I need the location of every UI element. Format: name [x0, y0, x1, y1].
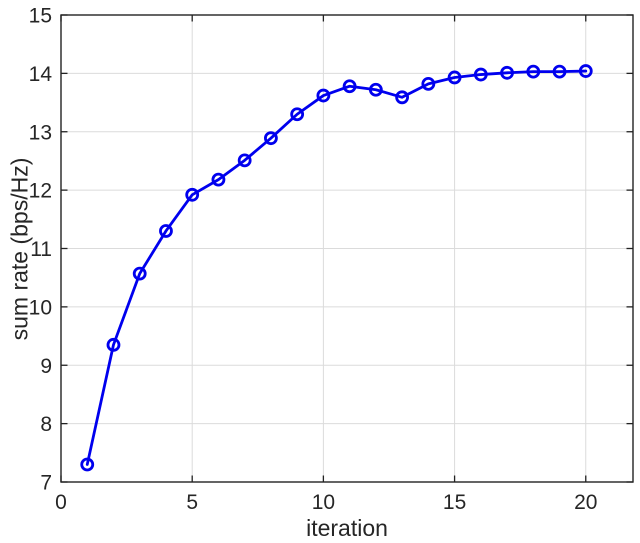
y-tick-label: 11 — [30, 238, 52, 261]
data-point-marker — [185, 187, 200, 202]
series-line — [85, 69, 588, 466]
data-point-marker — [106, 337, 121, 352]
y-tick-label: 8 — [40, 413, 52, 436]
x-axis-label: iteration — [306, 515, 388, 541]
y-tick-label: 9 — [40, 355, 52, 378]
data-point-marker — [342, 79, 357, 94]
x-tick-marks — [60, 15, 587, 482]
x-tick-label: 20 — [574, 491, 597, 514]
x-tick-labels: 0 5 10 15 20 — [55, 491, 597, 514]
y-tick-marks — [61, 14, 633, 483]
data-point-marker — [500, 65, 514, 80]
data-point-marker — [159, 224, 173, 238]
data-point-marker — [290, 107, 305, 122]
data-point-marker — [132, 266, 147, 281]
y-gridlines — [61, 14, 633, 483]
x-tick-label: 5 — [186, 491, 198, 514]
data-point-marker — [395, 90, 410, 105]
data-point-marker — [421, 76, 436, 91]
y-tick-label: 10 — [29, 296, 52, 319]
y-tick-label: 12 — [29, 180, 52, 203]
y-tick-label: 13 — [29, 121, 52, 144]
data-point-marker — [578, 64, 593, 78]
data-point-marker — [473, 67, 488, 82]
data-point-marker — [264, 131, 278, 146]
data-point-marker — [552, 64, 567, 79]
data-point-marker — [80, 457, 95, 472]
data-point-marker — [526, 64, 541, 79]
series — [85, 69, 588, 466]
data-point-marker — [447, 70, 462, 85]
series-markers — [80, 64, 593, 472]
y-tick-label: 7 — [40, 472, 52, 495]
data-point-marker — [211, 172, 226, 187]
data-point-marker — [368, 82, 383, 97]
x-tick-label: 15 — [443, 491, 466, 514]
x-tick-label: 10 — [312, 491, 335, 514]
data-point-marker — [316, 88, 331, 103]
y-tick-label: 15 — [29, 5, 52, 28]
x-tick-label: 0 — [55, 491, 67, 514]
y-axis-label: sum rate (bps/Hz) — [6, 157, 33, 341]
y-tick-labels: 7 8 9 10 11 12 13 14 15 — [29, 5, 53, 495]
y-tick-label: 14 — [29, 63, 53, 86]
data-point-marker — [237, 153, 252, 168]
